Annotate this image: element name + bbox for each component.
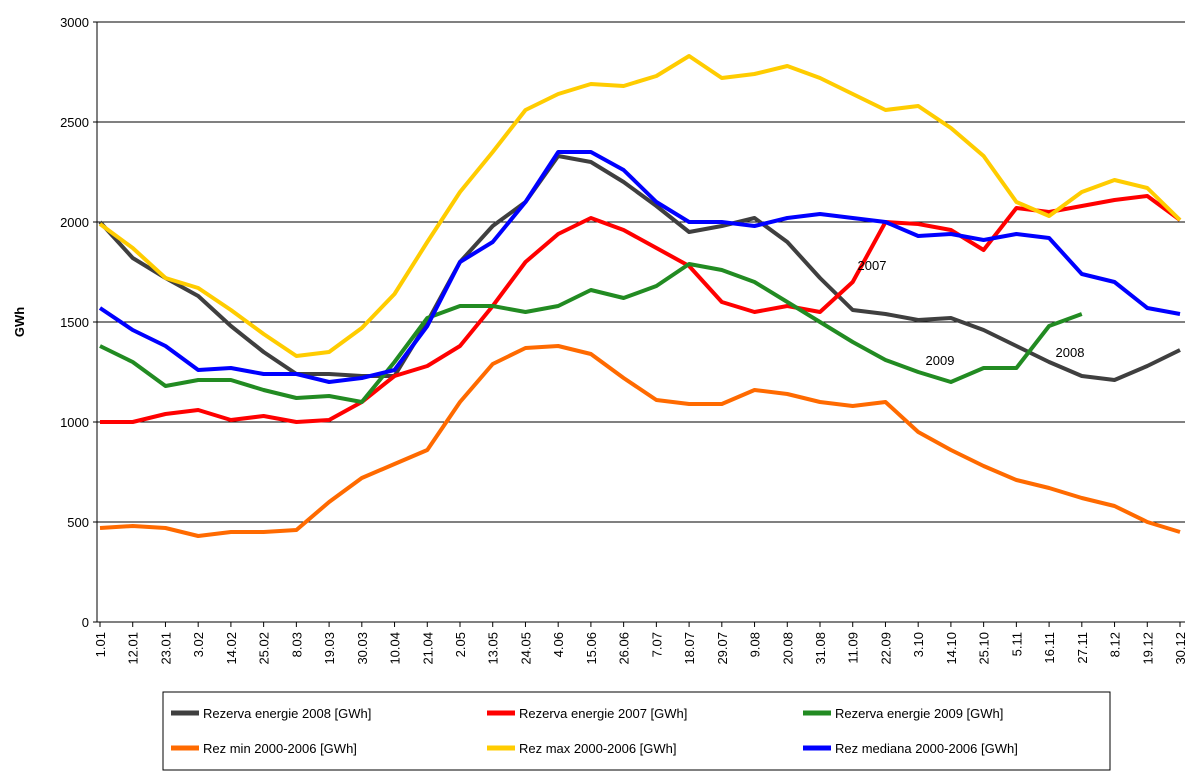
- x-tick-label: 14.10: [944, 632, 959, 665]
- x-tick-label: 2.05: [453, 632, 468, 657]
- x-tick-label: 15.06: [584, 632, 599, 665]
- x-tick-label: 8.12: [1108, 632, 1123, 657]
- legend-box: [162, 691, 1111, 771]
- x-tick-label: 22.09: [878, 632, 893, 665]
- series-line: [98, 154, 1181, 382]
- series-line: [99, 262, 1083, 404]
- x-tick-label: 21.04: [420, 632, 435, 665]
- x-tick-label: 19.03: [322, 632, 337, 665]
- x-tick-label: 11.09: [846, 632, 861, 664]
- x-tick-label: 16.11: [1042, 632, 1057, 664]
- annotation: 2008: [1056, 345, 1085, 360]
- y-tick-label: 2000: [60, 215, 89, 230]
- legend-label: Rezerva energie 2007 [GWh]: [519, 706, 687, 721]
- x-tick-label: 26.06: [617, 632, 632, 665]
- x-tick-label: 25.02: [257, 632, 272, 665]
- y-tick-label: 2500: [60, 115, 89, 130]
- x-tick-label: 24.05: [518, 632, 533, 665]
- x-tick-label: 12.01: [126, 632, 141, 665]
- x-tick-label: 31.08: [813, 632, 828, 665]
- y-tick-label: 3000: [60, 15, 89, 30]
- x-tick-label: 3.10: [911, 632, 926, 657]
- annotation: 2007: [858, 258, 887, 273]
- x-tick-label: 29.07: [715, 632, 730, 665]
- x-tick-label: 9.08: [748, 632, 763, 657]
- x-tick-label: 4.06: [551, 632, 566, 657]
- x-tick-label: 25.10: [977, 632, 992, 665]
- legend-label: Rezerva energie 2009 [GWh]: [835, 706, 1003, 721]
- x-tick-label: 10.04: [388, 632, 403, 665]
- series-line: [98, 150, 1181, 384]
- x-tick-label: 30.12: [1173, 632, 1186, 665]
- y-tick-label: 1000: [60, 415, 89, 430]
- series-line: [99, 344, 1181, 538]
- series-line: [100, 194, 1182, 424]
- x-tick-label: 23.01: [158, 632, 173, 665]
- x-tick-label: 8.03: [289, 632, 304, 657]
- y-tick-label: 1500: [60, 315, 89, 330]
- legend-label: Rez mediana 2000-2006 [GWh]: [835, 741, 1018, 756]
- series-line: [98, 54, 1182, 358]
- x-tick-label: 5.11: [1009, 632, 1024, 656]
- x-tick-label: 20.08: [780, 632, 795, 665]
- x-tick-label: 27.11: [1075, 632, 1090, 664]
- y-tick-label: 0: [82, 615, 89, 630]
- annotation: 2009: [926, 353, 955, 368]
- x-tick-label: 13.05: [486, 632, 501, 665]
- x-tick-label: 19.12: [1140, 632, 1155, 665]
- x-tick-label: 18.07: [682, 632, 697, 665]
- y-tick-label: 500: [67, 515, 89, 530]
- x-tick-label: 3.02: [191, 632, 206, 657]
- legend-label: Rezerva energie 2008 [GWh]: [203, 706, 371, 721]
- x-tick-label: 1.01: [93, 632, 108, 657]
- x-tick-label: 14.02: [224, 632, 239, 665]
- x-tick-label: 7.07: [649, 632, 664, 657]
- legend-label: Rez min 2000-2006 [GWh]: [203, 741, 357, 756]
- legend-label: Rez max 2000-2006 [GWh]: [519, 741, 677, 756]
- y-axis-title: GWh: [12, 307, 27, 337]
- x-tick-label: 30.03: [355, 632, 370, 665]
